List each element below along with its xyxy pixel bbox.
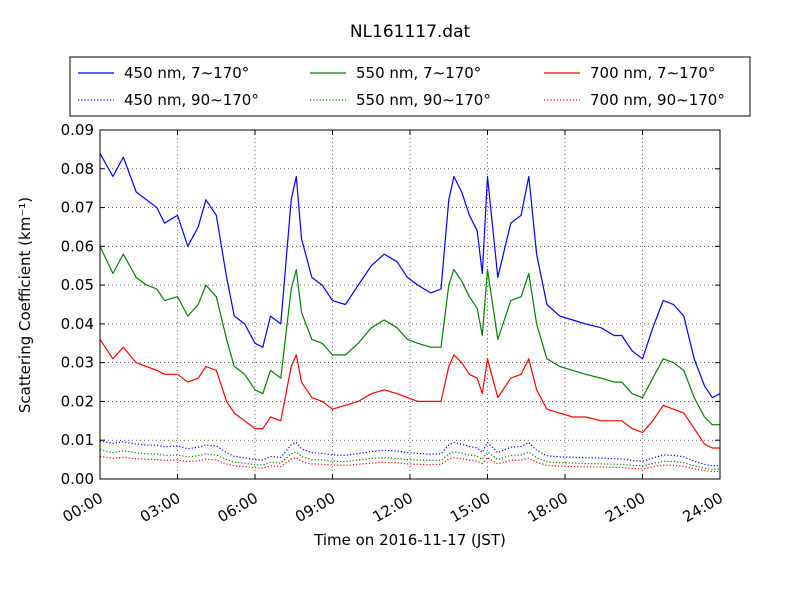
series-line-0 bbox=[99, 153, 721, 399]
series-line-2 bbox=[99, 339, 720, 449]
x-axis-label: Time on 2016-11-17 (JST) bbox=[313, 531, 506, 549]
y-tick-label: 0.09 bbox=[61, 121, 94, 139]
y-tick-label: 0.05 bbox=[61, 276, 94, 294]
legend-label: 700 nm, 7∼170° bbox=[590, 64, 715, 82]
x-tick-label: 12:00 bbox=[370, 489, 416, 526]
y-tick-label: 0.00 bbox=[61, 470, 94, 488]
series-layer bbox=[99, 153, 721, 473]
plot-area bbox=[99, 129, 721, 480]
y-tick-label: 0.08 bbox=[61, 160, 94, 178]
x-tick-label: 06:00 bbox=[215, 489, 261, 526]
legend-label: 700 nm, 90∼170° bbox=[590, 91, 725, 109]
legend-label: 550 nm, 7∼170° bbox=[356, 64, 481, 82]
y-tick-label: 0.01 bbox=[61, 431, 94, 449]
x-tick-label: 21:00 bbox=[602, 489, 648, 526]
chart-title: NL161117.dat bbox=[350, 22, 471, 42]
y-tick-label: 0.07 bbox=[61, 199, 94, 217]
legend-box bbox=[69, 56, 751, 117]
x-tick-label: 00:00 bbox=[60, 489, 106, 526]
legend: 450 nm, 7∼170° 550 nm, 7∼170° 700 nm, 7∼17… bbox=[69, 56, 751, 117]
x-tick-label: 18:00 bbox=[525, 489, 571, 526]
series-line-1 bbox=[99, 246, 720, 426]
x-tick-label: 24:00 bbox=[680, 489, 726, 526]
legend-label: 450 nm, 7∼170° bbox=[124, 64, 249, 82]
series-line-3 bbox=[99, 440, 721, 467]
x-tick-label: 15:00 bbox=[447, 489, 493, 526]
x-tick-label: 09:00 bbox=[292, 489, 338, 526]
legend-label: 550 nm, 90∼170° bbox=[356, 91, 491, 109]
y-tick-label: 0.04 bbox=[61, 315, 94, 333]
y-tick-label: 0.02 bbox=[61, 392, 94, 410]
y-axis-label: Scattering Coefficient (km⁻¹) bbox=[16, 197, 34, 413]
x-tick-label: 03:00 bbox=[137, 489, 183, 526]
y-tick-label: 0.06 bbox=[61, 237, 94, 255]
grid bbox=[100, 130, 720, 479]
series-line-5 bbox=[99, 455, 721, 473]
legend-label: 450 nm, 90∼170° bbox=[124, 91, 259, 109]
x-tick-labels: 00:00 03:00 06:00 09:00 12:00 15:00 18:00 21:00… bbox=[60, 489, 726, 526]
ticks bbox=[99, 129, 721, 480]
y-tick-labels: 0.00 0.01 0.02 0.03 0.04 0.05 0.06 0.07 0.08 0.09 bbox=[61, 121, 94, 488]
y-tick-label: 0.03 bbox=[61, 354, 94, 372]
